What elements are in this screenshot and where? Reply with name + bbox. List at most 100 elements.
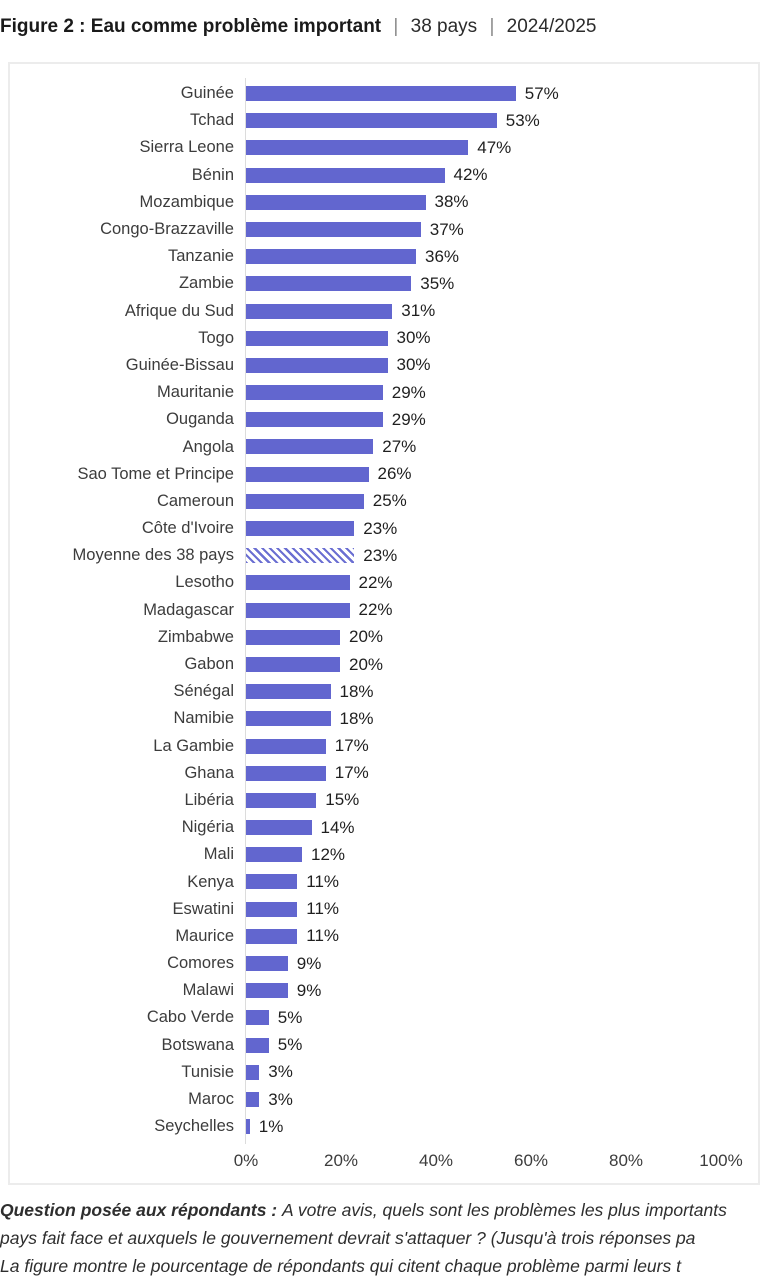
value-label: 22% [358, 600, 393, 620]
bar-track: 23% [244, 542, 758, 569]
figure-title: Figure 2 : Eau comme problème important … [0, 16, 770, 38]
country-label: Mali [203, 845, 234, 864]
bar-row: Guinée-Bissau 30% [10, 352, 758, 379]
bar-row: Namibie 18% [10, 705, 758, 732]
bar-track: 5% [244, 1004, 758, 1031]
bar-track: 38% [244, 189, 758, 216]
x-axis-tick-label: 100% [699, 1151, 743, 1170]
country-bar [245, 684, 331, 700]
bar-row: Seychelles 1% [10, 1113, 758, 1140]
bar-row: Sénégal 18% [10, 678, 758, 705]
country-bar [245, 1091, 260, 1107]
country-label: Cabo Verde [146, 1008, 234, 1027]
value-label: 31% [401, 301, 436, 321]
bar-track: 42% [244, 162, 758, 189]
bar-row: Maurice 11% [10, 923, 758, 950]
country-label: Seychelles [154, 1117, 234, 1136]
bar-row: Eswatini 11% [10, 896, 758, 923]
value-label: 3% [268, 1089, 293, 1109]
bar-track: 22% [244, 569, 758, 596]
country-label: Guinée [180, 84, 234, 103]
country-bar [245, 303, 393, 319]
value-label: 27% [382, 437, 417, 457]
country-bar [245, 140, 469, 156]
bar-track: 20% [244, 651, 758, 678]
bar-track: 5% [244, 1032, 758, 1059]
country-label: Tanzanie [167, 247, 234, 266]
country-bar [245, 901, 298, 917]
country-bar [245, 466, 369, 482]
bar-track: 57% [244, 80, 758, 107]
value-label: 17% [334, 736, 369, 756]
country-label: Mauritanie [156, 383, 234, 402]
bar-track: 14% [244, 814, 758, 841]
country-label: Nigéria [181, 818, 234, 837]
bar-row: Zambie 35% [10, 270, 758, 297]
value-label: 5% [277, 1007, 303, 1027]
country-bar [245, 738, 326, 754]
bar-row: Tunisie 3% [10, 1059, 758, 1086]
bar-track: 29% [244, 379, 758, 406]
country-label: Madagascar [143, 600, 234, 619]
figure-title-main: Figure 2 : Eau comme problème important [0, 16, 382, 37]
country-bar [245, 1119, 250, 1135]
country-label: Côte d'Ivoire [141, 519, 234, 538]
value-label: 23% [363, 545, 398, 565]
value-label: 53% [505, 110, 540, 130]
chart-area: Guinée 57% Tchad 53% Sierra Leone 47% Bénin 42%… [8, 62, 760, 1185]
country-label: La Gambie [153, 736, 234, 755]
value-label: 57% [524, 83, 559, 103]
value-label: 29% [391, 382, 426, 402]
country-bar [245, 385, 383, 401]
value-label: 14% [320, 817, 355, 837]
bar-row: Ghana 17% [10, 760, 758, 787]
value-label: 30% [396, 328, 431, 348]
country-bar [245, 847, 302, 863]
country-label: Gabon [184, 655, 234, 674]
bar-row: Nigéria 14% [10, 814, 758, 841]
figure-title-period: 2024/2025 [506, 16, 597, 37]
bar-track: 20% [244, 624, 758, 651]
country-bar [245, 928, 298, 944]
bar-track: 11% [244, 896, 758, 923]
bar-track: 9% [244, 977, 758, 1004]
country-label: Libéria [184, 790, 234, 809]
value-label: 20% [349, 627, 384, 647]
country-label: Malawi [182, 981, 234, 1000]
bar-row: Maroc 3% [10, 1086, 758, 1113]
value-label: 12% [311, 844, 346, 864]
value-label: 5% [277, 1035, 303, 1055]
country-label: Sao Tome et Principe [77, 464, 234, 483]
bar-track: 3% [244, 1086, 758, 1113]
value-label: 38% [434, 192, 469, 212]
bar-track: 47% [244, 134, 758, 161]
value-label: 9% [296, 980, 322, 1000]
country-bar [245, 412, 383, 428]
x-axis-tick-label: 20% [323, 1151, 359, 1170]
bar-row: Comores 9% [10, 950, 758, 977]
value-label: 11% [306, 926, 340, 946]
value-label: 35% [420, 273, 455, 293]
bar-row: Moyenne des 38 pays 23% [10, 542, 758, 569]
country-label: Afrique du Sud [124, 301, 234, 320]
country-label: Moyenne des 38 pays [72, 546, 234, 565]
bar-row: Congo-Brazzaville 37% [10, 216, 758, 243]
bar-row: Madagascar 22% [10, 597, 758, 624]
country-label: Sénégal [173, 682, 234, 701]
country-label: Namibie [173, 709, 234, 728]
bar-row: Sao Tome et Principe 26% [10, 461, 758, 488]
country-label: Bénin [191, 165, 234, 184]
country-bar [245, 956, 288, 971]
value-label: 20% [349, 654, 384, 674]
country-bar [245, 602, 350, 618]
x-axis-tick-label: 80% [608, 1151, 644, 1170]
title-separator: | [489, 16, 495, 37]
country-label: Lesotho [175, 573, 234, 592]
value-label: 3% [268, 1062, 293, 1082]
figure-title-countries: 38 pays [410, 16, 478, 37]
footnote-line-1: Question posée aux répondants : A votre … [0, 1196, 770, 1224]
bar-row: La Gambie 17% [10, 733, 758, 760]
country-bar [245, 276, 412, 292]
country-label: Cameroun [156, 491, 234, 510]
bar-track: 18% [244, 678, 758, 705]
